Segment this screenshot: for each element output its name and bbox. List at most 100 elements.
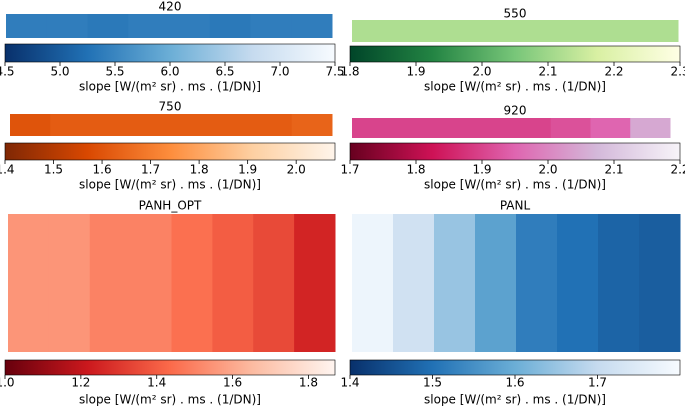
heatmap-cell: [89, 214, 132, 352]
panel-title: PANH_OPT: [139, 199, 202, 213]
colorbar: [349, 45, 681, 63]
colorbar-tick-label: 2.3: [670, 65, 685, 79]
colorbar-tick-label: 2.0: [472, 65, 491, 79]
heatmap-cell: [550, 118, 591, 138]
colorbar-tick-label: 1.2: [71, 376, 90, 390]
colorbar: [4, 43, 336, 63]
heatmap-cell: [90, 114, 132, 136]
heatmap-cell: [10, 114, 51, 136]
heatmap-cell: [251, 114, 293, 136]
heatmap-cell: [474, 20, 516, 42]
colorbar-tick-label: 7.0: [270, 65, 289, 79]
colorbar-tick-label: 1.4: [147, 376, 166, 390]
heatmap-cell: [352, 20, 394, 42]
colorbar-tick-label: 5.5: [105, 65, 124, 79]
colorbar-tick-label: 6.5: [215, 65, 234, 79]
heatmap-cell: [253, 214, 295, 352]
heatmap-cell: [511, 118, 552, 138]
heatmap-cell: [130, 114, 172, 136]
colorbar: [349, 359, 681, 376]
colorbar-tick-label: 2.0: [538, 163, 557, 177]
colorbar-tick-label: 1.8: [190, 163, 209, 177]
colorbar-tick-label: 1.5: [423, 376, 442, 390]
colorbar-label: slope [W/(m² sr) . ms . (1/DN)]: [424, 80, 606, 94]
colorbar-tick-label: 1.0: [0, 376, 15, 390]
heatmap-cell: [291, 14, 333, 38]
colorbar: [4, 142, 336, 161]
heatmap-cell: [639, 214, 681, 352]
colorbar-tick-label: 1.8: [340, 65, 359, 79]
heatmap-cell: [352, 118, 393, 138]
colorbar-tick-label: 1.9: [406, 65, 425, 79]
panel-title: 420: [159, 0, 182, 14]
colorbar-tick-label: 4.5: [0, 65, 15, 79]
heatmap-cell: [434, 214, 476, 352]
heatmap-cell: [6, 14, 48, 38]
heatmap-cell: [171, 214, 213, 352]
heatmap-cell: [516, 214, 558, 352]
colorbar-tick-label: 1.6: [223, 376, 242, 390]
colorbar-tick-label: 1.9: [472, 163, 491, 177]
colorbar-tick-label: 1.8: [406, 163, 425, 177]
heatmap-cell: [128, 14, 170, 38]
colorbar-label: slope [W/(m² sr) . ms . (1/DN)]: [79, 393, 261, 407]
heatmap-cell: [209, 14, 251, 38]
colorbar-tick-label: 5.0: [50, 65, 69, 79]
colorbar-tick-label: 2.1: [604, 163, 623, 177]
heatmap-cell: [87, 14, 129, 38]
colorbar-tick-label: 1.7: [588, 376, 607, 390]
heatmap-cell: [431, 118, 472, 138]
colorbar-label: slope [W/(m² sr) . ms . (1/DN)]: [79, 178, 261, 192]
colorbar-tick-label: 1.6: [505, 376, 524, 390]
heatmap-cell: [392, 20, 434, 42]
colorbar-tick-label: 1.5: [44, 163, 63, 177]
colorbar-label: slope [W/(m² sr) . ms . (1/DN)]: [424, 178, 606, 192]
panel-title: 920: [504, 104, 527, 118]
colorbar-tick-label: 2.2: [604, 65, 623, 79]
colorbar-tick-label: 2.2: [670, 163, 685, 177]
heatmap-cell: [50, 114, 91, 136]
colorbar-tick-label: 1.7: [340, 163, 359, 177]
colorbar: [4, 359, 336, 376]
heatmap-cell: [212, 214, 254, 352]
heatmap-cell: [598, 214, 640, 352]
heatmap-cell: [352, 214, 394, 352]
heatmap-cell: [169, 14, 211, 38]
colorbar-tick-label: 1.9: [238, 163, 257, 177]
panel-title: PANL: [500, 199, 531, 213]
colorbar-tick-label: 1.7: [141, 163, 160, 177]
colorbar-tick-label: 1.8: [299, 376, 318, 390]
colorbar-tick-label: 7.5: [325, 65, 344, 79]
colorbar-tick-label: 1.4: [0, 163, 15, 177]
heatmap-cell: [250, 14, 292, 38]
heatmap-cell: [211, 114, 252, 136]
heatmap-cell: [475, 214, 517, 352]
colorbar-tick-label: 1.4: [340, 376, 359, 390]
heatmap-cell: [130, 214, 172, 352]
panel-title: 750: [159, 100, 182, 114]
heatmap-cell: [433, 20, 475, 42]
heatmap-cell: [393, 214, 435, 352]
heatmap-cell: [171, 114, 212, 136]
heatmap-cell: [294, 214, 336, 352]
colorbar-tick-label: 6.0: [160, 65, 179, 79]
colorbar-tick-label: 2.0: [287, 163, 306, 177]
heatmap-cell: [557, 214, 599, 352]
colorbar-tick-label: 1.6: [93, 163, 112, 177]
colorbar-label: slope [W/(m² sr) . ms . (1/DN)]: [424, 393, 606, 407]
heatmap-cell: [637, 20, 679, 42]
heatmap-cell: [46, 14, 88, 38]
heatmap-cell: [8, 214, 50, 352]
heatmap-cell: [555, 20, 597, 42]
colorbar-label: slope [W/(m² sr) . ms . (1/DN)]: [79, 80, 261, 94]
heatmap-cell: [630, 118, 671, 138]
heatmap-cell: [596, 20, 638, 42]
colorbar: [349, 142, 681, 161]
heatmap-cell: [48, 214, 91, 352]
heatmap-cell: [515, 20, 557, 42]
colorbar-tick-label: 2.1: [538, 65, 557, 79]
heatmap-cell: [291, 114, 333, 136]
panel-title: 550: [504, 7, 527, 21]
heatmap-cell: [590, 118, 631, 138]
